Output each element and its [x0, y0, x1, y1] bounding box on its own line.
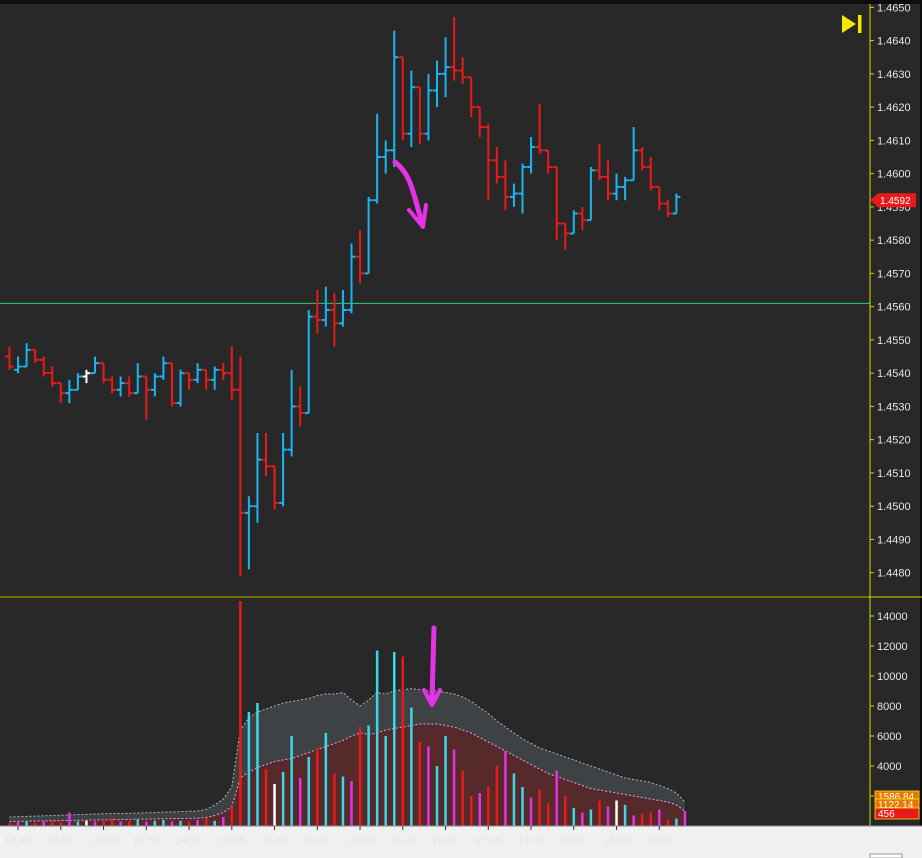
- time-tick-label: 16:25: [389, 835, 417, 847]
- price-tick-label: 1.4600: [877, 169, 911, 181]
- skip-to-end-icon[interactable]: [840, 12, 864, 36]
- price-tick-label: 1.4610: [877, 135, 911, 147]
- time-tick-label: 16:00: [346, 835, 374, 847]
- volume-tick-label: 14000: [877, 611, 908, 623]
- price-tick-label: 1.4640: [877, 36, 911, 48]
- scroll-thumb[interactable]: [869, 853, 903, 858]
- volume-tick-label: 8000: [877, 701, 901, 713]
- volume-tick-label: 4000: [877, 761, 901, 773]
- volume-band-inner: [9, 724, 685, 826]
- volume-readout-badge: [874, 807, 920, 820]
- time-tick-label: 18:55: [646, 835, 674, 847]
- price-tick-label: 1.4480: [877, 568, 911, 580]
- time-tick-label: 18:30: [603, 835, 631, 847]
- time-tick-label: 16:50: [432, 835, 460, 847]
- volume-readout-label: 1586.84: [878, 792, 915, 803]
- price-tick-label: 1.4530: [877, 401, 911, 413]
- time-tick-label: 13:05: [47, 835, 75, 847]
- price-tick-label: 1.4560: [877, 302, 911, 314]
- price-tick-label: 1.4520: [877, 435, 911, 447]
- time-axis-panel: [0, 826, 922, 858]
- volume-tick-label: 6000: [877, 731, 901, 743]
- last-price-label: 1.4592: [880, 196, 911, 207]
- annotation-arrow: [392, 159, 425, 225]
- time-tick-label: 17:15: [475, 835, 503, 847]
- price-tick-label: 1.4550: [877, 335, 911, 347]
- axis-panel: [870, 4, 920, 826]
- time-tick-label: 13:30: [90, 835, 118, 847]
- last-price-badge: [870, 193, 916, 208]
- annotation-arrowhead: [407, 203, 428, 229]
- time-tick-label: 15:10: [261, 835, 289, 847]
- volume-band-inner-line: [9, 723, 686, 822]
- price-tick-label: 1.4620: [877, 102, 911, 114]
- time-tick-label: 14:20: [175, 835, 203, 847]
- time-tick-label: 14:45: [218, 835, 246, 847]
- price-tick-label: 1.4490: [877, 534, 911, 546]
- volume-annotation-arrowhead: [422, 688, 442, 707]
- time-tick-label: 12:40: [4, 835, 32, 847]
- volume-readout-label: 1122.14: [878, 800, 914, 811]
- volume-readout-label: 456: [878, 809, 895, 820]
- price-tick-label: 1.4650: [877, 2, 911, 14]
- time-tick-label: 15:35: [304, 835, 332, 847]
- price-tick-label: 1.4580: [877, 235, 911, 247]
- time-tick-label: 13:55: [133, 835, 161, 847]
- price-tick-label: 1.4500: [877, 501, 911, 513]
- volume-band-upper-line: [9, 688, 686, 818]
- time-tick-label: 18:05: [560, 835, 588, 847]
- price-tick-label: 1.4630: [877, 69, 911, 81]
- volume-tick-label: 12000: [877, 641, 908, 653]
- volume-annotation-arrow: [429, 625, 437, 703]
- price-tick-label: 1.4510: [877, 468, 911, 480]
- price-tick-label: 1.4540: [877, 368, 911, 380]
- volume-tick-label: 10000: [877, 671, 908, 683]
- time-tick-label: 17:40: [517, 835, 545, 847]
- price-tick-label: 1.4570: [877, 268, 911, 280]
- price-pane: [0, 4, 870, 596]
